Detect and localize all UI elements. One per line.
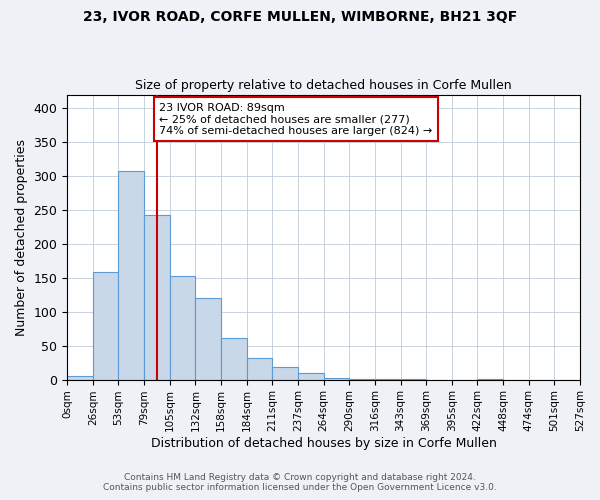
Bar bbox=[349, 379, 375, 380]
Bar bbox=[375, 379, 401, 380]
X-axis label: Distribution of detached houses by size in Corfe Mullen: Distribution of detached houses by size … bbox=[151, 437, 497, 450]
Bar bbox=[272, 368, 298, 380]
Text: 23, IVOR ROAD, CORFE MULLEN, WIMBORNE, BH21 3QF: 23, IVOR ROAD, CORFE MULLEN, WIMBORNE, B… bbox=[83, 10, 517, 24]
Bar bbox=[323, 378, 349, 380]
Bar bbox=[298, 373, 323, 380]
Bar bbox=[67, 376, 93, 380]
Y-axis label: Number of detached properties: Number of detached properties bbox=[15, 138, 28, 336]
Bar bbox=[247, 358, 272, 380]
Bar bbox=[221, 338, 247, 380]
Bar bbox=[401, 379, 426, 380]
Title: Size of property relative to detached houses in Corfe Mullen: Size of property relative to detached ho… bbox=[135, 79, 512, 92]
Bar bbox=[170, 276, 196, 380]
Bar bbox=[93, 272, 118, 380]
Bar bbox=[144, 214, 170, 380]
Bar bbox=[196, 298, 221, 380]
Text: 23 IVOR ROAD: 89sqm
← 25% of detached houses are smaller (277)
74% of semi-detac: 23 IVOR ROAD: 89sqm ← 25% of detached ho… bbox=[160, 102, 433, 136]
Bar bbox=[478, 379, 503, 380]
Text: Contains HM Land Registry data © Crown copyright and database right 2024.
Contai: Contains HM Land Registry data © Crown c… bbox=[103, 473, 497, 492]
Bar bbox=[118, 171, 144, 380]
